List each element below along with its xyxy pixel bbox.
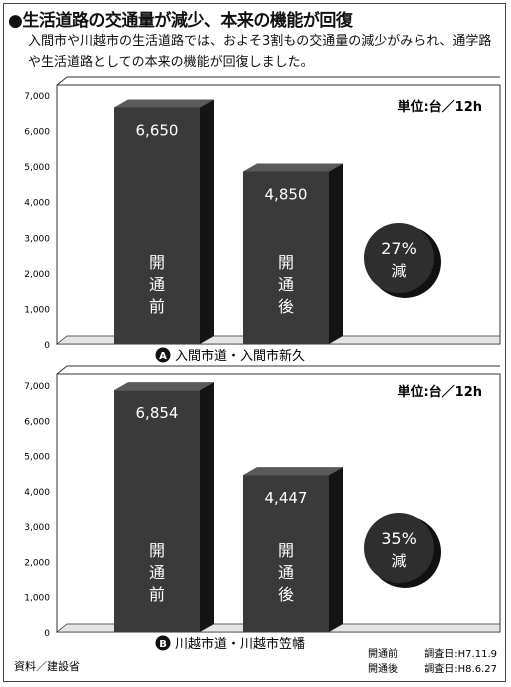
reduction-badge bbox=[364, 223, 434, 293]
y-tick-label: 3,000 bbox=[24, 234, 50, 244]
bar-category-char: 開 bbox=[149, 541, 165, 560]
bar-top bbox=[243, 163, 343, 172]
bar-category-char: 開 bbox=[149, 253, 165, 272]
bar-top bbox=[243, 467, 343, 476]
bar-top bbox=[114, 99, 214, 108]
reduction-percent: 27% bbox=[381, 239, 417, 258]
bar-side bbox=[200, 99, 214, 344]
bar-value-label: 6,854 bbox=[136, 404, 179, 422]
caption-marker-circle bbox=[155, 347, 171, 363]
y-tick-label: 2,000 bbox=[24, 270, 50, 280]
caption-marker-circle bbox=[155, 635, 171, 651]
bar-category-char: 開 bbox=[278, 253, 294, 272]
y-tick-label: 6,000 bbox=[24, 417, 50, 427]
y-tick-label: 2,000 bbox=[24, 558, 50, 568]
bar bbox=[114, 107, 200, 344]
bar-category-char: 前 bbox=[149, 585, 165, 604]
unit-label: 単位:台／12h bbox=[397, 99, 482, 115]
reduction-badge bbox=[364, 513, 434, 583]
bar-category-char: 後 bbox=[278, 585, 294, 604]
y-tick-label: 0 bbox=[44, 629, 50, 639]
y-tick-label: 4,000 bbox=[24, 199, 50, 209]
bar-value-label: 6,650 bbox=[136, 121, 179, 139]
y-tick-label: 5,000 bbox=[24, 453, 50, 463]
reduction-text: 減 bbox=[391, 262, 406, 280]
bar-category-char: 前 bbox=[149, 297, 165, 316]
bar-category-char: 通 bbox=[278, 275, 294, 294]
y-tick-label: 4,000 bbox=[24, 488, 50, 498]
bar-value-label: 4,850 bbox=[265, 185, 308, 203]
caption-marker: B bbox=[159, 639, 167, 650]
y-tick-label: 7,000 bbox=[24, 382, 50, 392]
chart-caption: 入間市道・入間市新久 bbox=[175, 348, 305, 364]
plot-depth-edge bbox=[56, 365, 68, 375]
bar bbox=[243, 171, 329, 344]
bar-top bbox=[114, 382, 214, 391]
survey-note-label: 開通前 bbox=[368, 647, 398, 660]
source-label: 資料／建設省 bbox=[14, 659, 80, 673]
bar bbox=[243, 475, 329, 632]
survey-note-label: 開通後 bbox=[368, 662, 398, 675]
chart-caption: 川越市道・川越市笠幡 bbox=[175, 636, 305, 652]
y-tick-label: 3,000 bbox=[24, 523, 50, 533]
survey-note-date: 調査日:H7.11.9 bbox=[424, 647, 497, 660]
bar-category-char: 通 bbox=[149, 563, 165, 582]
bar-side bbox=[329, 467, 343, 632]
reduction-percent: 35% bbox=[381, 529, 417, 548]
bar-category-char: 後 bbox=[278, 297, 294, 316]
reduction-text: 減 bbox=[391, 552, 406, 570]
bar-side bbox=[200, 382, 214, 632]
y-tick-label: 5,000 bbox=[24, 163, 50, 173]
figure-subtitle: 入間市や川越市の生活道路では、およそ3割もの交通量の減少がみられ、通学路や生活道… bbox=[28, 34, 492, 70]
y-tick-label: 0 bbox=[44, 341, 50, 351]
bar-category-char: 開 bbox=[278, 541, 294, 560]
survey-note-date: 調査日:H8.6.27 bbox=[424, 662, 497, 675]
figure-title: ●生活道路の交通量が減少、本来の機能が回復 bbox=[8, 11, 353, 31]
bar-category-char: 通 bbox=[149, 275, 165, 294]
y-tick-label: 1,000 bbox=[24, 594, 50, 604]
y-tick-label: 6,000 bbox=[24, 128, 50, 138]
bar-category-char: 通 bbox=[278, 563, 294, 582]
y-tick-label: 1,000 bbox=[24, 305, 50, 315]
plot-depth-edge bbox=[56, 76, 68, 86]
y-tick-label: 7,000 bbox=[24, 92, 50, 102]
bar-value-label: 4,447 bbox=[265, 489, 308, 507]
bar bbox=[114, 390, 200, 632]
caption-marker: A bbox=[159, 351, 167, 362]
unit-label: 単位:台／12h bbox=[397, 384, 482, 400]
bar-side bbox=[329, 163, 343, 344]
